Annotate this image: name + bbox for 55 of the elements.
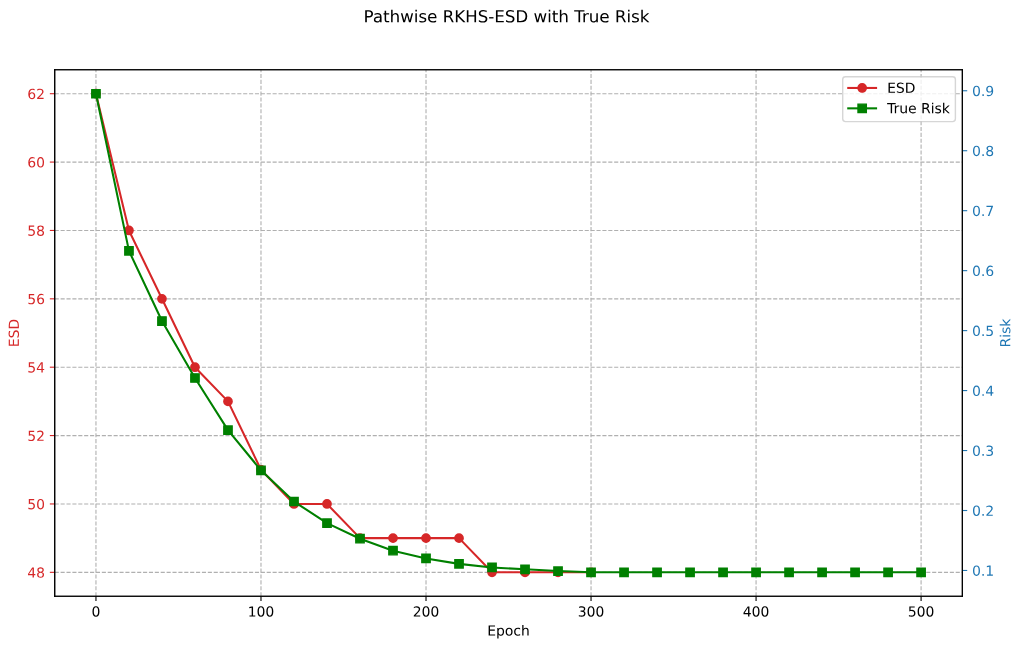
point [223,396,233,407]
x-tick-label: 100 [249,606,274,617]
point [223,425,233,436]
point [322,499,332,509]
x-tick-label: 500 [908,606,934,617]
y-axis-title: ESD [8,319,20,346]
point [190,362,200,373]
y-tick-label: 60 [28,157,45,168]
y2-axis-title: Risk [999,318,1011,347]
y-tick-label: 62 [28,88,44,100]
point [784,567,794,578]
point [916,567,926,578]
y2-tick-label: 0.1 [972,565,993,576]
y-tick-label: 56 [28,293,45,305]
y2-tick-label: 0.6 [972,265,994,277]
y-tick-label: 52 [28,430,44,442]
chart-title: Pathwise RKHS-ESD with True Risk [365,9,650,23]
point [751,567,761,578]
x-axis-title: Epoch [488,624,529,639]
x-tick-label: 400 [743,606,769,617]
point [883,567,893,578]
legend-label: True Risk [887,102,950,114]
y2-tick-label: 0.3 [972,445,994,457]
x-tick-label: 300 [578,606,604,617]
point [850,567,860,578]
point [454,533,464,544]
point [157,293,167,304]
y-tick-label: 54 [28,362,45,373]
point [652,567,662,578]
y2-tick-label: 0.5 [972,325,993,337]
point [685,567,695,578]
point [157,316,167,326]
y-tick-label: 48 [27,567,45,578]
point [124,245,134,256]
y2-tick-label: 0.2 [972,505,993,516]
point [190,373,200,383]
point [718,567,728,578]
point [817,567,827,578]
legend-label: ESD [888,82,915,94]
y2-tick-label: 0.8 [972,145,994,157]
x-tick-label: 0 [92,606,100,617]
y2-tick-label: 0.4 [972,385,994,397]
y2-tick-label: 0.7 [972,205,993,217]
y2-tick-label: 0.9 [972,85,994,97]
point [454,559,464,569]
y-tick-label: 50 [28,498,45,510]
point [322,518,332,528]
point [487,562,497,573]
point [421,553,431,564]
point [421,533,431,544]
x-tick-label: 200 [413,606,439,617]
y-tick-label: 58 [28,225,45,236]
point [388,545,398,556]
point [619,567,629,578]
point [388,533,398,544]
